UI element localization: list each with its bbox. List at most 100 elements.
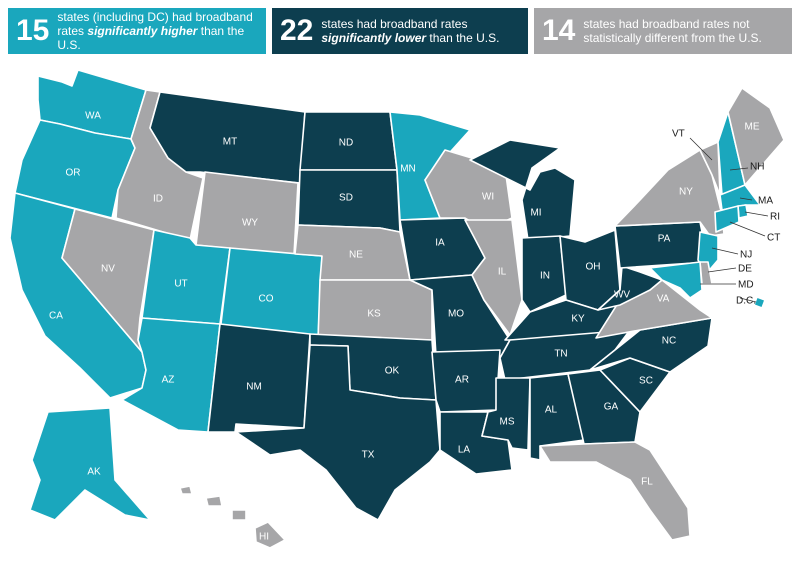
state-il xyxy=(464,219,523,336)
leader-dc xyxy=(739,297,757,303)
state-hi xyxy=(254,521,286,549)
legend-higher-line2-em: significantly higher xyxy=(87,24,198,38)
label-ky: KY xyxy=(571,314,585,325)
label-ak: AK xyxy=(87,467,101,478)
label-ct: CT xyxy=(767,233,780,244)
state-labels: WA OR CA ID NV MT WY UT CO AZ NM ND SD N… xyxy=(49,111,780,543)
label-nd: ND xyxy=(339,138,353,149)
legend-lower-line2-em: significantly lower xyxy=(321,31,427,45)
label-dc: D.C. xyxy=(736,296,756,307)
state-ri xyxy=(737,204,749,219)
state-tx xyxy=(235,344,441,521)
label-hi: HI xyxy=(259,532,269,543)
label-wv: WV xyxy=(614,290,630,301)
label-wy: WY xyxy=(242,218,258,229)
label-me: ME xyxy=(745,122,760,133)
state-hi-small-island-2 xyxy=(205,495,223,507)
state-ga xyxy=(567,369,641,445)
label-sc: SC xyxy=(639,376,653,387)
label-mi: MI xyxy=(530,208,541,219)
state-hi-small-island-1 xyxy=(179,485,193,495)
state-wy xyxy=(195,171,299,256)
legend-higher-line1: states (including DC) had broadband xyxy=(57,10,253,24)
label-tn: TN xyxy=(554,349,567,360)
state-nc xyxy=(589,317,713,373)
state-ny xyxy=(614,149,725,237)
label-nj: NJ xyxy=(740,250,752,261)
state-ar xyxy=(431,349,501,413)
legend-higher-line2-post: than the U.S. xyxy=(57,24,245,52)
label-ne: NE xyxy=(349,250,363,261)
legend-nsd-line2-pre: statistically different from the U.S. xyxy=(583,31,762,45)
legend-higher: 15 states (including DC) had broadband r… xyxy=(8,8,266,54)
legend-nsd-text: states had broadband rates not statistic… xyxy=(583,17,762,45)
state-ak xyxy=(29,407,151,521)
state-ma xyxy=(719,184,761,211)
label-ia: IA xyxy=(435,238,445,249)
leader-nh xyxy=(729,167,749,171)
label-oh: OH xyxy=(586,262,601,273)
legend-higher-count: 15 xyxy=(16,14,50,47)
legend-not-different: 14 states had broadband rates not statis… xyxy=(534,8,792,54)
label-nv: NV xyxy=(101,264,115,275)
label-ks: KS xyxy=(367,309,381,320)
legend-lower-line2-post: than the U.S. xyxy=(426,31,500,45)
label-al: AL xyxy=(545,405,558,416)
label-wi: WI xyxy=(482,192,494,203)
label-nh: NH xyxy=(750,162,764,173)
legend-nsd-count: 14 xyxy=(542,14,576,47)
state-wv xyxy=(597,265,663,311)
label-md: MD xyxy=(738,280,754,291)
label-in: IN xyxy=(540,271,550,282)
label-or: OR xyxy=(66,168,81,179)
label-az: AZ xyxy=(162,375,175,386)
leader-vt xyxy=(689,137,713,161)
leader-de xyxy=(707,267,737,273)
leader-ri xyxy=(744,211,769,217)
label-ut: UT xyxy=(174,279,187,290)
label-ca: CA xyxy=(49,311,63,322)
state-md xyxy=(649,261,703,299)
label-mn: MN xyxy=(400,164,416,175)
legend-lower-line1: states had broadband rates xyxy=(321,17,468,31)
label-mo: MO xyxy=(448,309,464,320)
legend-nsd-line1: states had broadband rates not xyxy=(583,17,750,31)
label-co: CO xyxy=(259,294,274,305)
label-ms: MS xyxy=(500,417,515,428)
label-tx: TX xyxy=(362,450,375,461)
legend-higher-line2-pre: rates xyxy=(57,24,88,38)
legend-lower-count: 22 xyxy=(280,14,314,47)
label-nc: NC xyxy=(662,336,676,347)
label-ma: MA xyxy=(758,196,773,207)
state-nm xyxy=(207,323,311,433)
label-il: IL xyxy=(498,267,507,278)
label-la: LA xyxy=(458,445,471,456)
state-pa xyxy=(614,221,709,269)
state-fl xyxy=(539,441,691,541)
label-id: ID xyxy=(153,194,163,205)
label-wa: WA xyxy=(85,111,101,122)
label-pa: PA xyxy=(658,234,671,245)
label-ar: AR xyxy=(455,375,469,386)
leader-ct xyxy=(729,221,766,237)
label-de: DE xyxy=(738,264,752,275)
label-ga: GA xyxy=(604,402,619,413)
label-ny: NY xyxy=(679,187,693,198)
state-ks xyxy=(317,279,433,341)
label-mt: MT xyxy=(223,137,237,148)
label-vt: VT xyxy=(672,129,685,140)
legend-lower-text: states had broadband rates significantly… xyxy=(321,17,499,45)
leader-nj xyxy=(711,247,739,255)
legend-higher-text: states (including DC) had broadband rate… xyxy=(57,10,258,52)
label-fl: FL xyxy=(641,477,653,488)
state-dc xyxy=(753,296,766,309)
label-ok: OK xyxy=(385,366,400,377)
legend-lower: 22 states had broadband rates significan… xyxy=(272,8,528,54)
label-nm: NM xyxy=(246,382,262,393)
label-ri: RI xyxy=(770,212,780,223)
state-shapes xyxy=(9,69,785,549)
label-sd: SD xyxy=(339,193,353,204)
label-va: VA xyxy=(657,294,670,305)
state-me xyxy=(727,87,785,186)
